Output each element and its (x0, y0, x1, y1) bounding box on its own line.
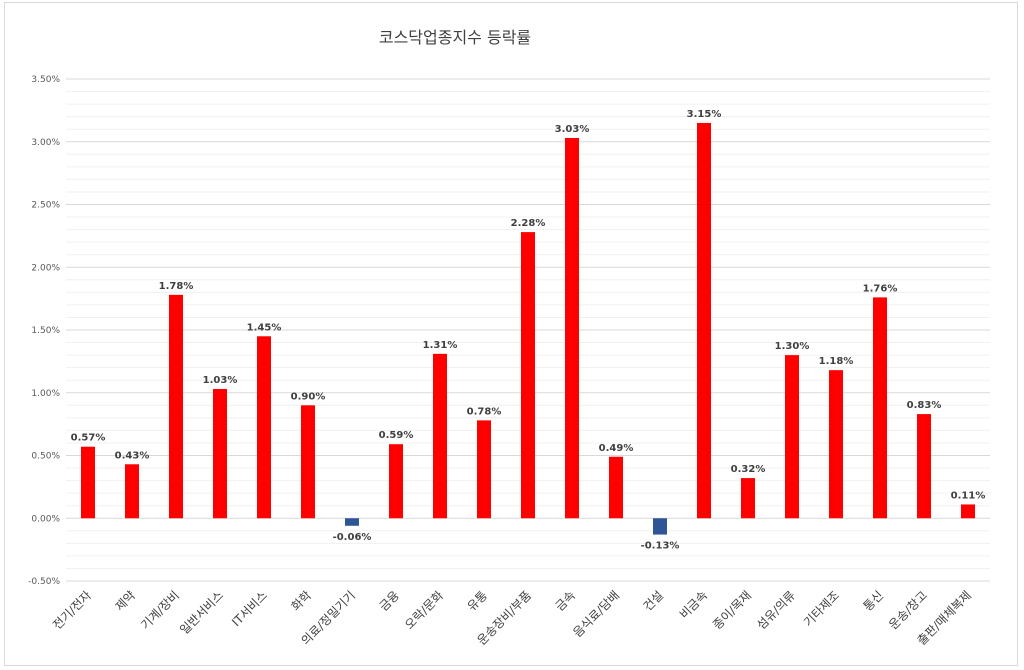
x-tick-label: 금속 (553, 588, 579, 614)
bar (741, 478, 755, 519)
data-label: 0.43% (115, 450, 150, 461)
x-tick-label: 섬유/의류 (754, 588, 798, 632)
x-tick-label: IT서비스 (229, 588, 270, 629)
y-tick-label: 3.50% (31, 75, 60, 85)
bar (433, 353, 447, 519)
y-tick-label: -0.50% (28, 577, 60, 587)
x-tick-label: 기계/장비 (138, 588, 182, 632)
bar (917, 414, 931, 519)
data-label: 0.83% (907, 400, 942, 411)
bar (873, 297, 887, 519)
bar (477, 420, 491, 519)
x-tick-label: 오락/문화 (402, 588, 446, 632)
data-label: 0.59% (379, 430, 414, 441)
bar (653, 518, 667, 535)
data-label: -0.06% (333, 532, 372, 543)
x-tick-label: 전기/전자 (50, 588, 94, 632)
data-label: 2.28% (511, 218, 546, 229)
bar (81, 446, 95, 519)
bar (345, 518, 359, 526)
data-label: 0.11% (951, 490, 986, 501)
bar (213, 388, 227, 519)
data-label: 1.18% (819, 356, 854, 367)
y-tick-label: 1.00% (31, 389, 60, 399)
x-tick-label: 유통 (465, 588, 491, 614)
y-tick-label: 3.00% (31, 138, 60, 148)
chart-title: 코스닥업종지수 등락률 (378, 28, 532, 47)
bar (521, 232, 535, 519)
data-label: 1.30% (775, 341, 810, 352)
data-label: 1.03% (203, 375, 238, 386)
x-tick-label: 운송/창고 (886, 588, 930, 632)
x-tick-label: 종이/목재 (710, 588, 754, 632)
y-tick-label: 0.00% (31, 514, 60, 524)
bar (785, 355, 799, 519)
bar (125, 464, 139, 519)
data-label: 0.49% (599, 443, 634, 454)
x-tick-label: 음식료/담배 (570, 588, 622, 640)
x-tick-label: 화학 (289, 588, 315, 614)
data-label: 1.45% (247, 322, 282, 333)
bar (609, 456, 623, 519)
bar (257, 336, 271, 519)
data-labels: 0.57% 0.43% 1.78% 1.03% 1.45% 0.90% -0.06% 0.59… (71, 109, 986, 552)
bar (389, 444, 403, 519)
data-label: 1.31% (423, 340, 458, 351)
data-label: 0.78% (467, 406, 502, 417)
x-tick-label: 제약 (112, 588, 138, 614)
data-label: 0.57% (71, 433, 106, 444)
x-tick-label: 기타제조 (801, 588, 842, 629)
y-tick-label: 2.00% (31, 263, 60, 273)
data-label: -0.13% (641, 541, 680, 552)
data-label: 1.78% (159, 281, 194, 292)
bar (301, 405, 315, 519)
x-tick-label: 비금속 (677, 588, 710, 621)
data-label: 1.76% (863, 283, 898, 294)
y-tick-label: 0.50% (31, 452, 60, 462)
bar (697, 122, 711, 519)
y-axis-ticks: -0.50% 0.00% 0.50% 1.00% 1.50% 2.00% 2.50% 3.00… (28, 75, 60, 587)
bar (169, 294, 183, 519)
bars (81, 122, 975, 535)
bar (961, 504, 975, 519)
x-tick-label: 건설 (641, 588, 667, 614)
x-tick-label: 통신 (861, 588, 887, 614)
y-tick-label: 1.50% (31, 326, 60, 336)
x-tick-label: 금융 (377, 588, 403, 614)
data-label: 0.90% (291, 391, 326, 402)
y-tick-label: 2.50% (31, 201, 60, 211)
bar (829, 370, 843, 519)
data-label: 0.32% (731, 464, 766, 475)
data-label: 3.03% (555, 124, 590, 135)
x-tick-label: 일반서비스 (177, 588, 226, 637)
bar (565, 137, 579, 519)
data-label: 3.15% (687, 109, 722, 120)
